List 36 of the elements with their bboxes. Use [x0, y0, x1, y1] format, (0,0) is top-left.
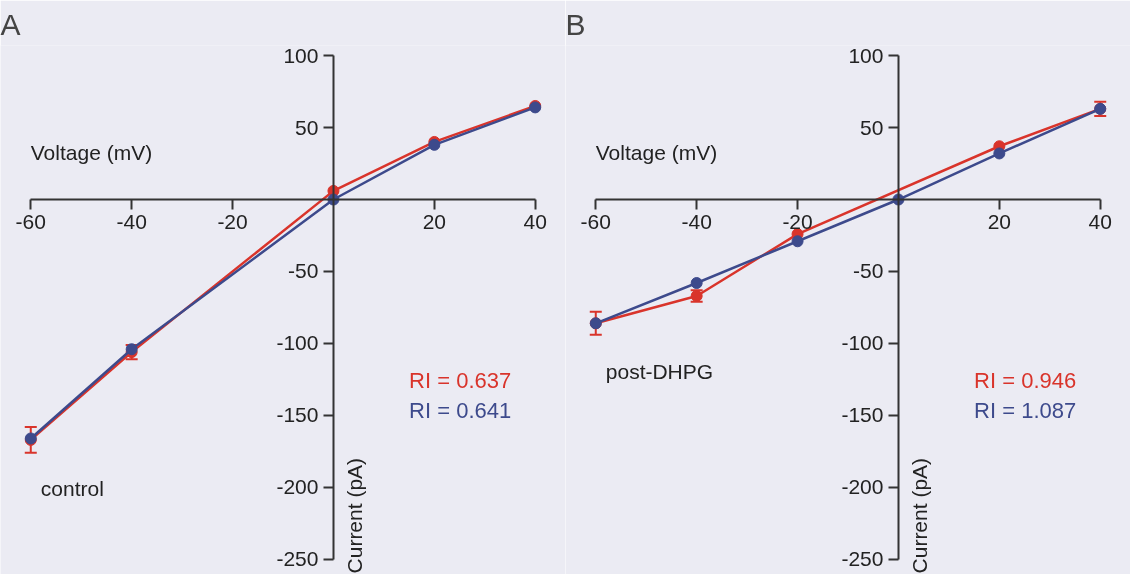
chart-title: A — [0, 7, 21, 41]
y-tick-label: -150 — [841, 403, 884, 427]
x-tick-label: -40 — [681, 209, 712, 233]
x-tick-label: -20 — [782, 209, 813, 233]
x-tick-label: -40 — [116, 209, 147, 233]
annotation: control — [40, 476, 104, 500]
y-tick-label: -50 — [288, 259, 319, 283]
x-axis-title: Voltage (mV) — [595, 141, 718, 165]
x-tick-label: -60 — [15, 209, 46, 233]
y-tick-label: -100 — [841, 331, 884, 355]
annotation: post-DHPG — [605, 360, 714, 384]
text: RI = 1.087 — [974, 398, 1077, 424]
y-tick-label: 100 — [848, 43, 884, 67]
y-tick-label: -50 — [853, 259, 884, 283]
y-axis-title: Current (pA) — [907, 457, 931, 574]
x-tick-label: 20 — [987, 209, 1012, 233]
x-tick-label: 40 — [1088, 209, 1112, 233]
y-tick-label: -100 — [276, 331, 319, 355]
x-tick-label: 20 — [422, 209, 447, 233]
y-tick-label: -150 — [276, 403, 319, 427]
y-tick-label: 100 — [283, 43, 319, 67]
y-tick-label: -200 — [276, 475, 319, 499]
x-tick-label: 40 — [523, 209, 547, 233]
y-tick-label: 50 — [860, 115, 884, 139]
text: RI = 0.637 — [409, 368, 512, 394]
y-tick-label: -200 — [841, 475, 884, 499]
x-axis-title: Voltage (mV) — [30, 141, 153, 165]
y-axis-title: Current (pA) — [342, 457, 366, 574]
text: RI = 0.641 — [409, 398, 512, 424]
text: RI = 0.946 — [974, 368, 1077, 394]
x-tick-label: -20 — [217, 209, 248, 233]
y-tick-label: -250 — [841, 547, 884, 571]
y-tick-label: 50 — [295, 115, 319, 139]
x-tick-label: -60 — [580, 209, 611, 233]
chart-title: B — [565, 7, 586, 41]
y-tick-label: -250 — [276, 547, 319, 571]
